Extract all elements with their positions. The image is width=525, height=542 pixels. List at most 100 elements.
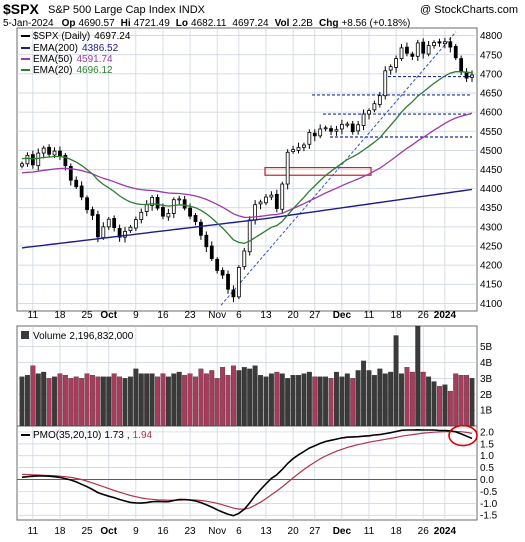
legend-ema50: EMA(50) 4591.74 <box>33 54 113 65</box>
candle-body <box>144 204 149 212</box>
volume-bar <box>258 375 264 427</box>
candle-body <box>106 218 111 228</box>
candle-body <box>437 41 442 44</box>
candle-body <box>356 124 361 132</box>
price-tick-label: 4200 <box>480 261 503 272</box>
price-tick-label: 4800 <box>480 31 503 42</box>
candle-body <box>350 123 355 133</box>
candle-body <box>242 250 247 268</box>
candle-body <box>74 179 79 188</box>
volume-bar <box>95 376 101 427</box>
x-tick-label: 25 <box>81 310 93 321</box>
volume-bar <box>149 373 155 427</box>
candle-body <box>117 227 122 238</box>
volume-bar <box>19 376 25 427</box>
candle <box>296 142 301 154</box>
volume-bar <box>52 376 57 427</box>
x-tick-label: 18 <box>54 310 66 321</box>
candle <box>312 129 317 142</box>
candle-body <box>188 207 192 217</box>
candle-body <box>161 206 165 217</box>
volume-bar <box>252 365 258 427</box>
volume-bar <box>187 373 193 427</box>
candle <box>90 206 95 220</box>
x-tick-label: 18 <box>391 310 403 321</box>
candle <box>339 119 344 135</box>
ema20-line <box>21 71 473 244</box>
x-tick-label: Dec <box>333 526 352 537</box>
x-tick-label: 16 <box>157 310 169 321</box>
candle <box>193 213 198 226</box>
volume-bar <box>236 370 242 427</box>
candle <box>112 215 117 232</box>
x-tick-label: 25 <box>81 526 93 537</box>
candle-body <box>415 42 420 57</box>
candle-body <box>280 183 285 210</box>
volume-bar <box>133 368 139 427</box>
volume-bar <box>214 378 220 427</box>
volume-bar <box>73 376 79 427</box>
candle-body <box>101 226 106 238</box>
candle-body <box>68 166 73 181</box>
candle <box>242 247 247 270</box>
volume-bar <box>447 390 453 427</box>
volume-bar <box>350 378 356 427</box>
x-tick-label: 6 <box>236 310 242 321</box>
price-legend: $SPX (Daily) 4697.24 EMA(200) 4386.52 EMA(… <box>21 31 131 76</box>
candle <box>68 163 73 186</box>
volume-bar <box>323 376 329 427</box>
candle-body <box>193 214 198 222</box>
volume-bar <box>160 373 166 427</box>
volume-bar <box>176 371 182 427</box>
volume-tick-label: 4B <box>480 358 493 369</box>
candle-body <box>345 123 350 126</box>
candle-body <box>258 201 263 205</box>
volume-bar <box>339 376 345 427</box>
x-tick-label: Oct <box>100 310 117 321</box>
volume-tick-label: 5B <box>480 342 493 353</box>
candle-body <box>171 199 176 214</box>
x-tick-label: 27 <box>309 310 321 321</box>
candle <box>285 149 290 190</box>
candle-body <box>367 110 371 115</box>
volume-bar <box>263 376 269 427</box>
candle-body <box>253 204 258 221</box>
volume-bar <box>306 371 312 427</box>
candle-body <box>215 258 220 271</box>
chart-symbol: $SPX <box>3 1 39 17</box>
volume-bar <box>106 376 112 427</box>
candle <box>432 40 436 49</box>
candle-body <box>52 150 57 156</box>
price-tick-label: 4600 <box>480 108 503 119</box>
price-tick-label: 4150 <box>480 280 503 291</box>
pmo-tick-label: -0.5 <box>480 487 498 498</box>
candle <box>96 210 100 243</box>
candle <box>318 124 323 139</box>
candle-body <box>334 129 339 132</box>
volume-bar <box>312 376 318 427</box>
candle-body <box>394 58 398 68</box>
volume-bar <box>111 373 117 427</box>
candle-body <box>388 66 393 71</box>
volume-bar <box>122 378 128 427</box>
x-tick-label: 9 <box>133 526 139 537</box>
volume-bar <box>334 371 339 427</box>
ema50-line <box>21 112 473 219</box>
candle-body <box>204 234 209 248</box>
candle-body <box>199 221 203 236</box>
candle <box>30 150 35 169</box>
candle-body <box>291 149 295 152</box>
volume-bar <box>90 375 95 427</box>
volume-bar <box>46 378 52 427</box>
volume-tick-label: 2B <box>480 390 493 401</box>
candle <box>209 241 214 261</box>
volume-bar <box>165 376 171 427</box>
pmo-legend: PMO(35,20,10) 1.73, 1.94 <box>21 430 153 441</box>
candle-body <box>79 185 84 198</box>
candle-body <box>36 152 41 167</box>
ema200-line <box>21 188 473 249</box>
candle <box>264 193 268 206</box>
candle <box>79 181 84 201</box>
volume-bar <box>241 367 247 427</box>
candle <box>36 148 41 171</box>
